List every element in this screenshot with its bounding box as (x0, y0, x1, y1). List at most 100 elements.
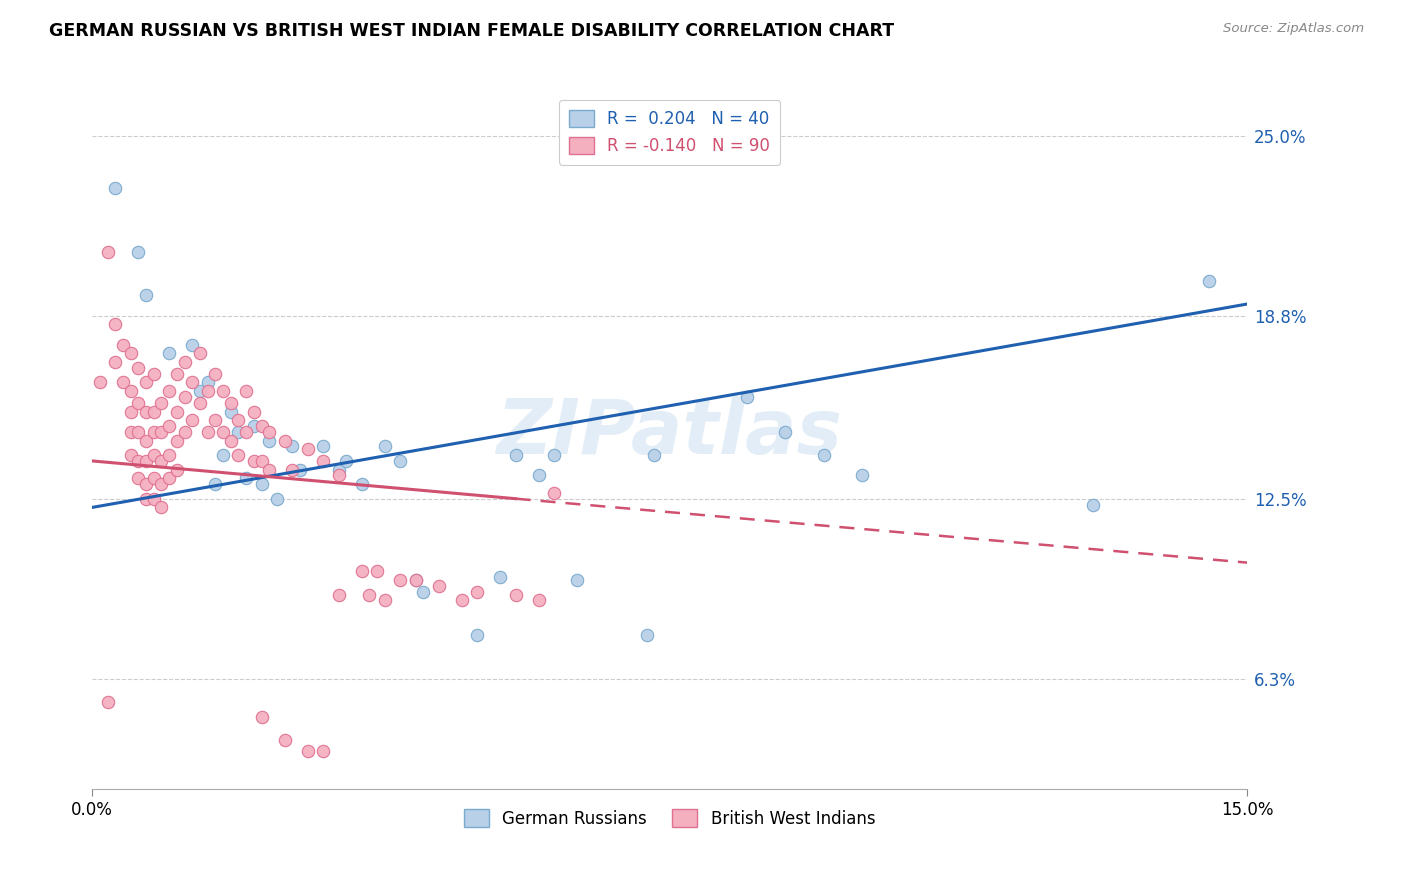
Point (235, 471, 257, 485)
Point (243, 419, 266, 434)
Point (157, 346, 180, 360)
Point (173, 425, 195, 439)
Point (281, 463, 304, 477)
Point (636, 628, 658, 642)
Text: Source: ZipAtlas.com: Source: ZipAtlas.com (1223, 22, 1364, 36)
Point (219, 396, 242, 410)
Point (297, 442, 319, 457)
Point (166, 367, 188, 381)
Point (166, 404, 188, 418)
Legend: German Russians, British West Indians: German Russians, British West Indians (457, 803, 882, 834)
Point (142, 425, 165, 439)
Point (505, 448, 527, 462)
Point (374, 439, 396, 453)
Point (204, 413, 226, 427)
Point (120, 384, 142, 399)
Point (111, 376, 134, 390)
Point (250, 709, 273, 723)
Point (142, 471, 165, 485)
Point (543, 486, 565, 500)
Point (120, 346, 142, 360)
Point (197, 384, 219, 399)
Point (204, 367, 226, 381)
Point (120, 404, 142, 418)
Point (104, 181, 127, 195)
Point (250, 419, 273, 434)
Point (127, 244, 149, 259)
Point (127, 425, 149, 439)
Point (312, 454, 335, 468)
Point (157, 448, 180, 462)
Point (150, 500, 173, 515)
Point (135, 477, 157, 491)
Point (250, 454, 273, 468)
Point (181, 376, 204, 390)
Point (166, 463, 188, 477)
Point (405, 573, 427, 587)
Point (166, 434, 188, 448)
Point (427, 579, 450, 593)
Point (335, 454, 357, 468)
Point (219, 404, 242, 418)
Point (266, 491, 288, 506)
Point (374, 593, 396, 607)
Point (135, 434, 157, 448)
Point (135, 454, 157, 468)
Point (188, 396, 211, 410)
Point (235, 425, 257, 439)
Point (328, 463, 350, 477)
Point (212, 448, 235, 462)
Point (250, 477, 273, 491)
Point (273, 434, 295, 448)
Point (328, 468, 350, 483)
Point (366, 565, 388, 579)
Point (188, 346, 211, 360)
Point (312, 744, 335, 758)
Point (157, 419, 180, 434)
Point (173, 390, 195, 404)
Point (150, 477, 173, 491)
Point (527, 593, 550, 607)
Point (142, 404, 165, 418)
Point (135, 404, 157, 418)
Point (405, 573, 427, 587)
Point (228, 425, 250, 439)
Point (157, 471, 180, 485)
Text: ZIPatlas: ZIPatlas (496, 396, 842, 470)
Point (505, 588, 527, 602)
Point (135, 288, 157, 302)
Point (219, 434, 242, 448)
Point (773, 425, 796, 439)
Point (204, 477, 226, 491)
Point (127, 396, 149, 410)
Point (197, 425, 219, 439)
Point (127, 471, 149, 485)
Point (851, 468, 873, 483)
Point (243, 404, 266, 418)
Point (135, 376, 157, 390)
Point (643, 448, 665, 462)
Point (312, 439, 335, 453)
Point (281, 439, 304, 453)
Point (412, 584, 434, 599)
Point (328, 588, 350, 602)
Point (350, 565, 373, 579)
Point (197, 376, 219, 390)
Point (111, 337, 134, 351)
Point (297, 744, 319, 758)
Point (104, 318, 127, 332)
Point (97, 244, 120, 259)
Point (150, 454, 173, 468)
Point (157, 384, 180, 399)
Point (173, 355, 195, 369)
Point (243, 454, 266, 468)
Point (259, 425, 281, 439)
Point (527, 468, 550, 483)
Point (1198, 274, 1220, 288)
Text: GERMAN RUSSIAN VS BRITISH WEST INDIAN FEMALE DISABILITY CORRELATION CHART: GERMAN RUSSIAN VS BRITISH WEST INDIAN FE… (49, 22, 894, 40)
Point (359, 588, 381, 602)
Point (813, 448, 835, 462)
Point (273, 732, 295, 747)
Point (465, 628, 488, 642)
Point (543, 448, 565, 462)
